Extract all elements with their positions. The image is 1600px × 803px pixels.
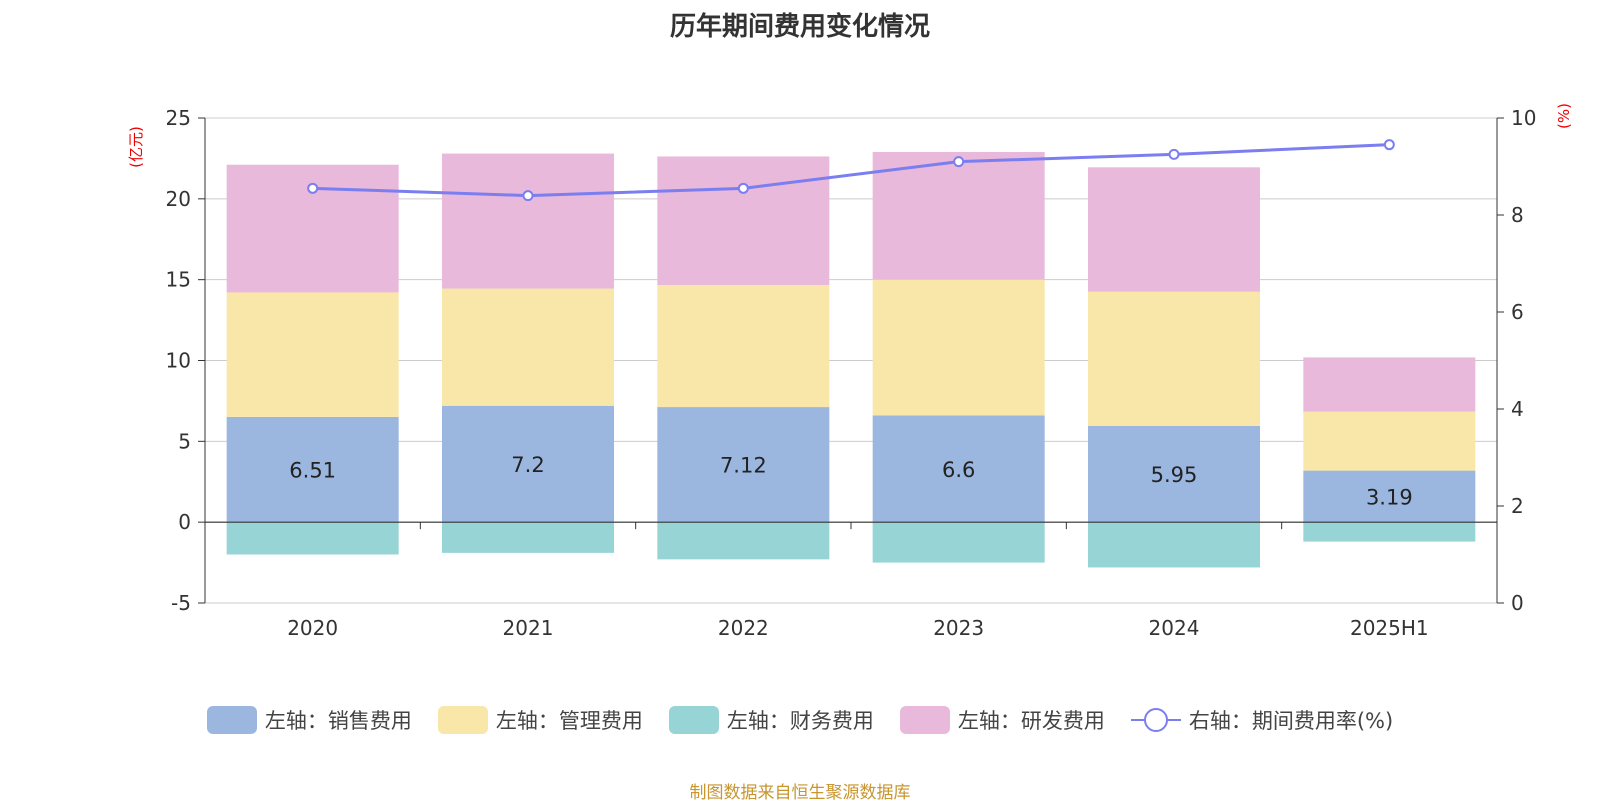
bar-2022-销售费用 bbox=[657, 407, 830, 523]
category-label: 2020 bbox=[287, 616, 338, 640]
left-tick-label: 10 bbox=[166, 349, 191, 373]
bar-2022-管理费用 bbox=[657, 285, 830, 408]
left-axis-unit: (亿元) bbox=[127, 126, 145, 168]
data-label: 6.51 bbox=[289, 459, 336, 483]
left-tick-label: 25 bbox=[166, 106, 191, 130]
bar-2024-管理费用 bbox=[1088, 291, 1260, 426]
bar-2023-财务费用 bbox=[872, 522, 1045, 563]
left-tick-label: 15 bbox=[166, 268, 191, 292]
legend-label: 右轴：期间费用率(%) bbox=[1188, 709, 1394, 733]
data-label: 3.19 bbox=[1366, 485, 1413, 509]
expense-rate-point bbox=[737, 182, 749, 194]
expense-rate-point bbox=[1383, 139, 1395, 151]
legend-item[interactable]: 右轴：期间费用率(%) bbox=[1130, 705, 1394, 735]
right-tick-label: 10 bbox=[1511, 106, 1536, 130]
legend-label: 左轴：管理费用 bbox=[495, 709, 643, 733]
right-tick-label: 0 bbox=[1511, 591, 1524, 615]
bar-2023-研发费用 bbox=[872, 151, 1045, 280]
expense-rate-line bbox=[312, 143, 1390, 198]
expense-rate-point bbox=[522, 190, 534, 202]
bar-2023-管理费用 bbox=[872, 279, 1045, 416]
legend-swatch bbox=[899, 706, 950, 734]
bar-2025H1-财务费用 bbox=[1303, 522, 1476, 542]
expense-rate-point bbox=[307, 182, 319, 194]
bar-2021-管理费用 bbox=[442, 288, 614, 406]
data-label: 6.6 bbox=[942, 458, 975, 482]
right-tick-label: 8 bbox=[1511, 203, 1524, 227]
right-tick-label: 6 bbox=[1511, 300, 1524, 324]
category-label: 2024 bbox=[1149, 616, 1200, 640]
data-label: 5.95 bbox=[1151, 463, 1198, 487]
chart-title: 历年期间费用变化情况 bbox=[669, 12, 930, 42]
category-label: 2022 bbox=[718, 616, 769, 640]
left-tick-label: 5 bbox=[178, 429, 191, 453]
source-note: 制图数据来自恒生聚源数据库 bbox=[689, 783, 911, 803]
legend-item[interactable]: 左轴：研发费用 bbox=[899, 705, 1105, 735]
bar-2021-财务费用 bbox=[442, 522, 614, 553]
bar-2021-研发费用 bbox=[442, 153, 614, 289]
legend-label: 左轴：研发费用 bbox=[957, 709, 1105, 733]
bar-2020-销售费用 bbox=[226, 416, 399, 523]
right-tick-label: 4 bbox=[1511, 397, 1524, 421]
bar-2025H1-管理费用 bbox=[1303, 411, 1476, 471]
legend: 左轴：销售费用 左轴：管理费用 左轴：财务费用 左轴：研发费用 右轴：期间费用率(%) bbox=[0, 700, 1600, 740]
legend-item[interactable]: 左轴：财务费用 bbox=[668, 705, 874, 735]
bar-2024-财务费用 bbox=[1088, 522, 1260, 568]
expense-rate-point bbox=[1168, 148, 1180, 160]
legend-swatch bbox=[437, 706, 488, 734]
left-tick-label: -5 bbox=[171, 591, 191, 615]
bar-2023-销售费用 bbox=[872, 415, 1045, 523]
bar-2020-管理费用 bbox=[226, 292, 399, 417]
category-label: 2023 bbox=[933, 616, 984, 640]
legend-swatch bbox=[668, 706, 719, 734]
bar-2024-研发费用 bbox=[1088, 167, 1260, 292]
left-tick-label: 20 bbox=[166, 187, 191, 211]
bar-2021-销售费用 bbox=[442, 405, 614, 523]
data-label: 7.12 bbox=[720, 454, 767, 478]
legend-label: 左轴：财务费用 bbox=[726, 709, 874, 733]
legend-line-marker-icon bbox=[1130, 708, 1181, 732]
bar-2022-财务费用 bbox=[657, 522, 830, 560]
expense-rate-point bbox=[953, 156, 965, 168]
legend-item[interactable]: 左轴：销售费用 bbox=[206, 705, 412, 735]
bar-2025H1-销售费用 bbox=[1303, 470, 1476, 523]
category-label: 2025H1 bbox=[1350, 616, 1429, 640]
right-axis-unit: (%) bbox=[1555, 103, 1573, 129]
bar-2022-研发费用 bbox=[657, 156, 830, 286]
category-label: 2021 bbox=[503, 616, 554, 640]
bar-2020-财务费用 bbox=[226, 522, 399, 555]
legend-swatch bbox=[206, 706, 257, 734]
bar-2025H1-研发费用 bbox=[1303, 357, 1476, 412]
legend-item[interactable]: 左轴：管理费用 bbox=[437, 705, 643, 735]
right-tick-label: 2 bbox=[1511, 494, 1524, 518]
legend-label: 左轴：销售费用 bbox=[264, 709, 412, 733]
bar-2024-销售费用 bbox=[1088, 425, 1260, 523]
data-label: 7.2 bbox=[511, 453, 544, 477]
left-tick-label: 0 bbox=[178, 510, 191, 534]
